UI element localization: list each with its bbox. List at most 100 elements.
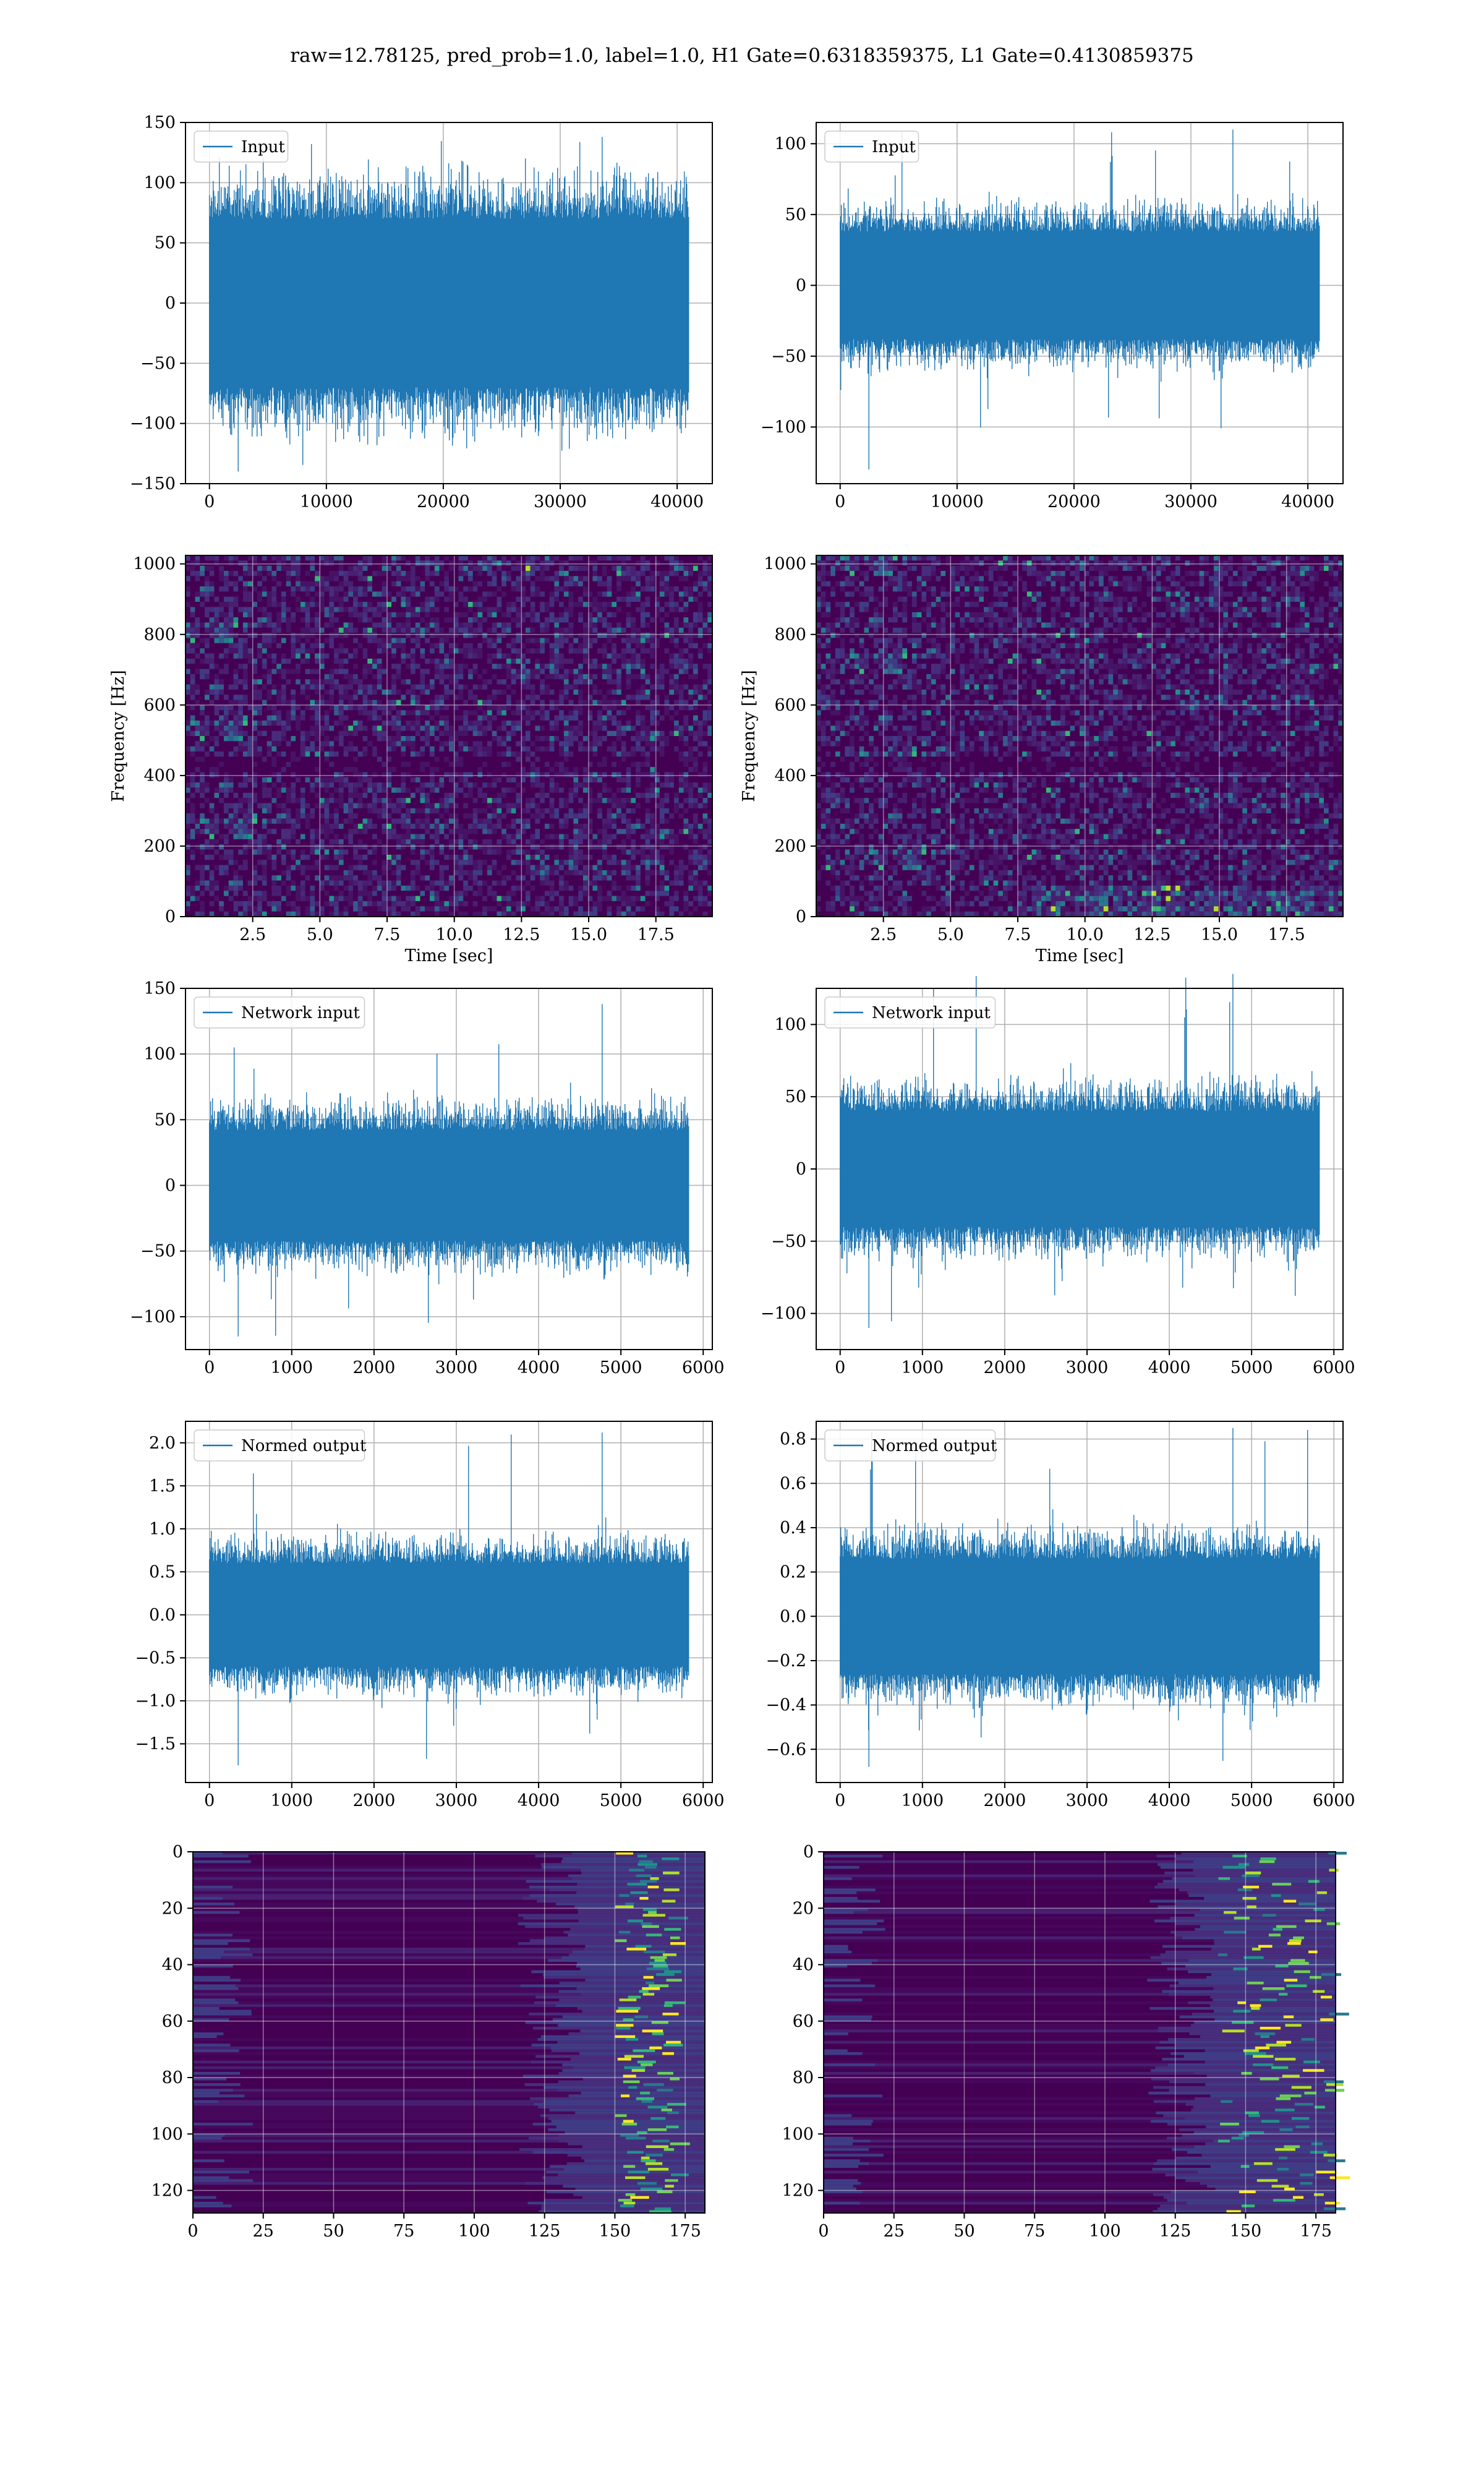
heatmap-cell: [386, 746, 391, 751]
heatmap-cell: [214, 560, 220, 566]
heatmap-cell: [559, 627, 564, 633]
heatmap-cell: [1036, 576, 1041, 581]
heatmap-cell: [655, 571, 660, 576]
heatmap-cell: [430, 684, 435, 690]
heatmap-cell: [897, 581, 903, 586]
heatmap-cell: [329, 622, 335, 628]
heatmap-cell: [453, 664, 459, 669]
heatmap-cell: [329, 555, 335, 561]
heatmap-cell: [492, 798, 497, 803]
heatmap-cell: [521, 849, 526, 855]
heatmap-cell: [430, 726, 435, 731]
heatmap-cell: [348, 571, 353, 576]
heatmap-cell: [310, 741, 315, 747]
heatmap-cell: [864, 602, 869, 607]
heatmap-cell: [357, 891, 363, 896]
heatmap-cell: [602, 602, 607, 607]
heatmap-cell: [669, 839, 674, 845]
heatmap-cell: [190, 648, 195, 654]
heatmap-cell: [616, 906, 621, 912]
heatmap-cell: [678, 736, 684, 742]
heatmap-cell: [357, 844, 363, 850]
heatmap-cell: [626, 777, 631, 782]
heatmap-cell: [401, 627, 406, 633]
heatmap-cell: [252, 622, 258, 628]
heatmap-cell: [396, 736, 401, 742]
heatmap-cell: [688, 622, 693, 628]
heatmap-cell: [626, 865, 631, 870]
heatmap-cell: [607, 622, 612, 628]
heatmap-cell: [659, 803, 665, 808]
heatmap-cell: [425, 808, 430, 814]
heatmap-cell: [497, 622, 502, 628]
heatmap-cell: [200, 901, 205, 907]
heatmap-cell: [338, 721, 344, 726]
heatmap-cell: [300, 741, 305, 747]
heatmap-cell: [664, 622, 670, 628]
heatmap-cell: [516, 860, 521, 865]
heatmap-cell: [582, 679, 588, 685]
heatmap-cell: [242, 849, 248, 855]
heatmap-cell: [825, 555, 831, 561]
heatmap-cell: [1324, 560, 1329, 566]
heatmap-cell: [382, 860, 387, 865]
heatmap-cell: [1290, 596, 1295, 602]
heatmap-cell: [645, 813, 650, 819]
heatmap-cell: [425, 602, 430, 607]
heatmap-cell: [511, 911, 516, 917]
heatmap-cell: [702, 834, 708, 839]
heatmap-cell: [357, 865, 363, 870]
heatmap-cell: [683, 756, 689, 762]
heatmap-cell: [530, 560, 535, 566]
heatmap-cell: [516, 844, 521, 850]
heatmap-cell: [669, 829, 674, 834]
heatmap-cell: [228, 721, 234, 726]
heatmap-cell: [367, 741, 372, 747]
heatmap-cell: [267, 689, 272, 695]
heatmap-cell: [315, 782, 320, 788]
heatmap-cell: [1218, 586, 1224, 592]
heatmap-cell: [224, 792, 229, 798]
heatmap-cell: [683, 901, 689, 907]
heatmap-cell: [401, 818, 406, 824]
heatmap-cell: [430, 679, 435, 685]
heatmap-cell: [1166, 602, 1171, 607]
heatmap-cell: [587, 772, 593, 777]
heatmap-cell: [1281, 571, 1286, 576]
heatmap-cell: [300, 658, 305, 664]
heatmap-cell: [578, 885, 583, 891]
heatmap-cell: [242, 891, 248, 896]
heatmap-cell: [578, 617, 583, 623]
heatmap-cell: [238, 664, 243, 669]
heatmap-cell: [492, 689, 497, 695]
heatmap-cell: [315, 726, 320, 731]
heatmap-cell: [276, 906, 281, 912]
heatmap-cell: [655, 674, 660, 680]
heatmap-cell: [271, 860, 277, 865]
heatmap-cell: [214, 896, 220, 901]
heatmap-cell: [626, 576, 631, 581]
heatmap-cell: [1122, 555, 1128, 561]
heatmap-cell: [348, 704, 353, 711]
heatmap-cell: [559, 772, 564, 777]
heatmap-cell: [362, 865, 368, 870]
heatmap-cell: [1161, 555, 1166, 561]
heatmap-cell: [271, 715, 277, 721]
heatmap-cell: [329, 782, 335, 788]
heatmap-cell: [463, 627, 468, 633]
heatmap-cell: [621, 870, 626, 876]
heatmap-cell: [276, 818, 281, 824]
heatmap-cell: [205, 829, 210, 834]
heatmap-cell: [190, 715, 195, 721]
heatmap-cell: [683, 700, 689, 705]
heatmap-cell: [310, 834, 315, 839]
heatmap-cell: [936, 555, 941, 561]
heatmap-cell: [209, 658, 215, 664]
y-tick-label: −150: [130, 474, 176, 494]
heatmap-cell: [353, 689, 358, 695]
heatmap-cell: [406, 689, 411, 695]
heatmap-cell: [334, 896, 339, 901]
heatmap-cell: [563, 576, 569, 581]
heatmap-cell: [310, 844, 315, 850]
heatmap-cell: [626, 633, 631, 638]
